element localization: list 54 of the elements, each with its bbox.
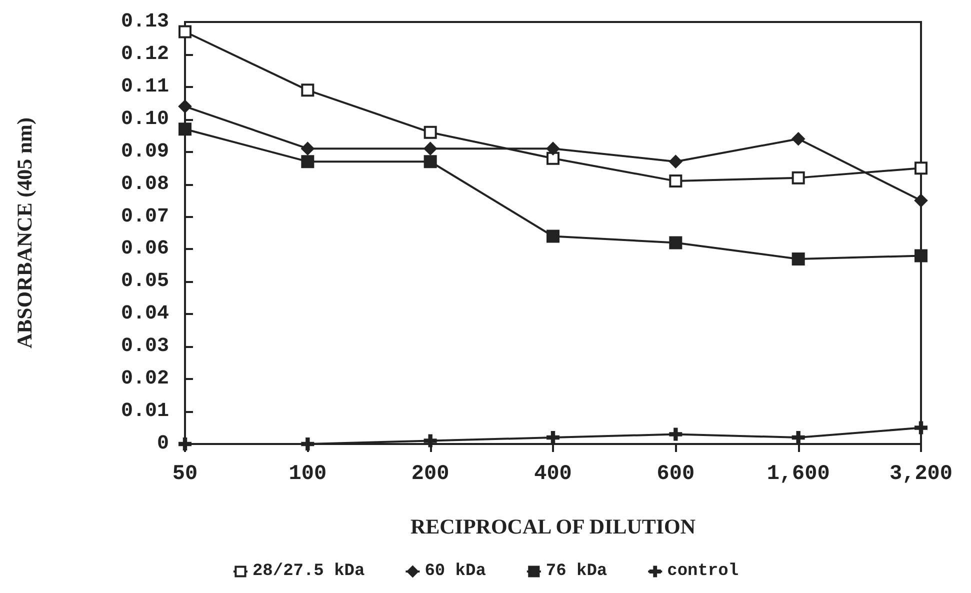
legend-label: control: [667, 562, 739, 581]
point: [424, 142, 437, 156]
legend-label: 76 kDa: [546, 562, 608, 581]
point: [178, 122, 192, 136]
x-tick-label: 1,600: [766, 463, 830, 486]
x-tick-label: 50: [172, 463, 198, 486]
point: [424, 155, 437, 168]
legend-label: 60 kDa: [424, 562, 486, 581]
y-axis-title: ABSORBANCE (405 nm): [12, 117, 36, 349]
point: [914, 249, 928, 262]
point: [301, 142, 314, 156]
y-tick-label: 0.10: [120, 108, 169, 131]
point: [792, 252, 805, 266]
y-tick-label: 0.09: [120, 140, 169, 164]
x-tick-label: 100: [288, 463, 327, 486]
x-tick-label: 200: [411, 463, 450, 486]
legend-label: 28/27.5 kDa: [252, 562, 365, 581]
point: [546, 431, 560, 444]
x-tick-label: 3,200: [889, 463, 953, 486]
point: [914, 194, 928, 208]
y-tick-label: 0.11: [120, 75, 169, 98]
y-tick-label: 0: [156, 432, 169, 456]
point: [178, 100, 192, 113]
point: [669, 174, 682, 188]
point: [792, 171, 805, 184]
y-tick-label: 0.01: [120, 400, 169, 424]
point: [914, 421, 928, 434]
y-tick-label: 0.03: [120, 335, 169, 358]
y-tick-label: 0.04: [120, 302, 169, 326]
point: [792, 431, 805, 444]
y-tick-label: 0.08: [120, 172, 169, 196]
point: [914, 162, 928, 175]
y-tick-label: 0.02: [120, 368, 169, 391]
y-tick-label: 0.06: [120, 238, 169, 261]
x-tick-label: 600: [656, 463, 695, 486]
y-tick-label: 0.13: [120, 10, 169, 34]
point: [301, 84, 314, 97]
point: [424, 126, 437, 139]
point: [546, 142, 560, 156]
y-tick-label: 0.12: [120, 42, 169, 66]
point: [669, 155, 682, 168]
point: [546, 230, 560, 243]
point: [669, 236, 682, 250]
point: [792, 132, 805, 146]
point: [424, 434, 437, 448]
point: [301, 438, 314, 450]
point: [178, 25, 192, 38]
point: [301, 155, 314, 168]
x-axis-title: RECIPROCAL OF DILUTION: [410, 514, 696, 538]
x-tick-label: 400: [534, 463, 572, 486]
point: [669, 428, 682, 441]
y-tick-label: 0.05: [120, 270, 169, 294]
point: [546, 152, 560, 165]
y-tick-label: 0.07: [120, 205, 169, 228]
